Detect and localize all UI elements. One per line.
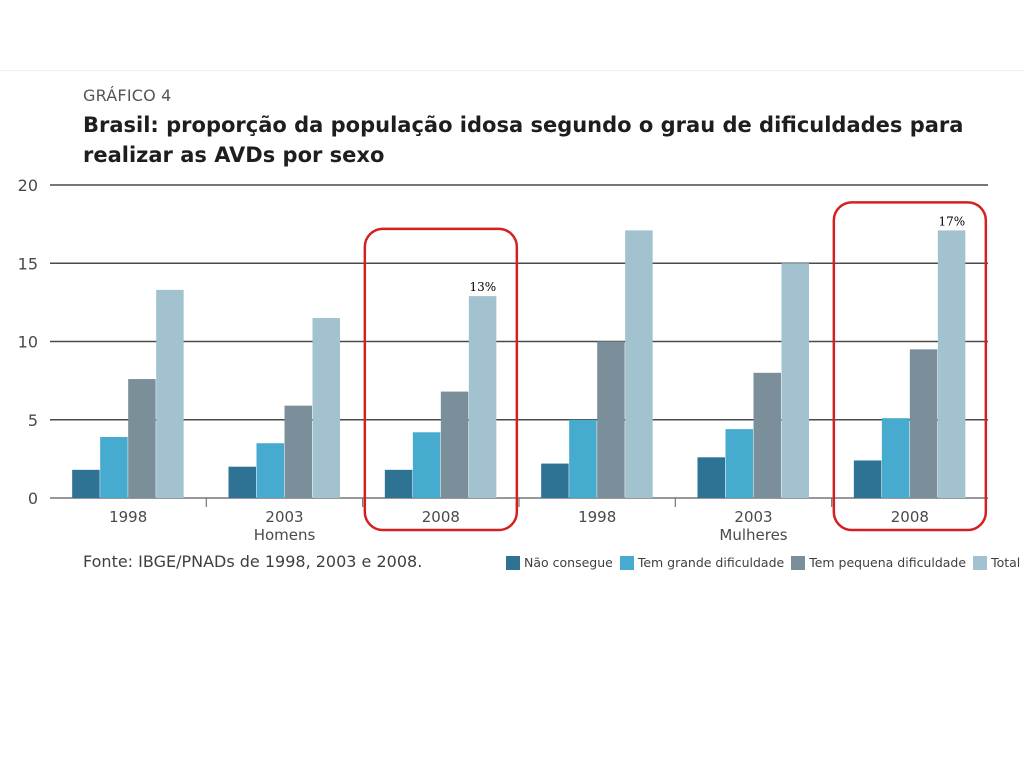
bar: [541, 463, 569, 498]
legend-item-nao-consegue: Não consegue: [506, 555, 613, 570]
bar: [625, 230, 653, 498]
x-tick-label: 2003: [265, 508, 303, 526]
data-label: 13%: [469, 280, 496, 294]
bar: [72, 469, 100, 498]
legend-label: Tem pequena dificuldade: [809, 555, 967, 570]
x-tick-label: 2003: [734, 508, 772, 526]
bar: [781, 263, 809, 498]
legend-swatch: [619, 555, 634, 570]
x-tick-label: 2008: [422, 508, 460, 526]
bar-chart: 0 5 10 15 20 1998 2003 2008 1998 2003 2008 Homens Mu…: [18, 176, 988, 544]
bar: [597, 341, 625, 498]
bar: [569, 419, 597, 498]
y-tick-label: 5: [28, 411, 38, 430]
y-tick-label: 0: [28, 489, 38, 508]
x-tick-label: 1998: [109, 508, 147, 526]
legend-label: Tem grande dificuldade: [637, 555, 785, 570]
y-tick-label: 15: [18, 254, 38, 273]
legend-label: Total: [991, 555, 1021, 570]
group-label: Mulheres: [719, 526, 787, 544]
bar: [256, 443, 284, 498]
bar: [753, 372, 781, 498]
chart-title: Brasil: proporção da população idosa seg…: [83, 113, 964, 167]
bar: [412, 432, 441, 498]
legend-item-grande-dificuldade: Tem grande dificuldade: [619, 555, 785, 570]
legend-swatch: [791, 555, 806, 570]
legend-swatch: [973, 555, 988, 570]
bar: [156, 289, 184, 498]
top-divider: [0, 70, 1024, 71]
bar: [853, 460, 882, 498]
group-label: Homens: [254, 526, 316, 544]
bar: [284, 405, 312, 498]
bar: [468, 296, 497, 498]
x-tick-label: 2008: [891, 508, 929, 526]
bar: [312, 318, 340, 498]
y-tick-label: 10: [18, 333, 38, 352]
bar: [725, 429, 753, 498]
legend-item-total: Total: [973, 555, 1020, 570]
source-note: Fonte: IBGE/PNADs de 1998, 2003 e 2008.: [83, 552, 423, 571]
bar: [909, 349, 938, 498]
highlight-box: [363, 227, 519, 532]
legend-swatch: [506, 555, 520, 570]
bar: [881, 418, 910, 498]
chart-legend: Não consegue Tem grande dificuldade Tem …: [506, 555, 1020, 570]
legend-item-pequena-dificuldade: Tem pequena dificuldade: [791, 555, 966, 570]
bar: [384, 469, 413, 498]
y-tick-label: 20: [18, 176, 38, 195]
bar: [697, 457, 725, 498]
bar: [440, 391, 469, 498]
x-tick-label: 1998: [578, 508, 616, 526]
bar: [937, 230, 966, 498]
highlight-box: [832, 201, 988, 532]
figure-kicker: GRÁFICO 4: [83, 86, 172, 105]
bar: [100, 436, 128, 498]
bar: [128, 379, 156, 498]
bar: [228, 466, 256, 498]
data-label: 17%: [938, 214, 965, 228]
legend-label: Não consegue: [524, 555, 613, 570]
